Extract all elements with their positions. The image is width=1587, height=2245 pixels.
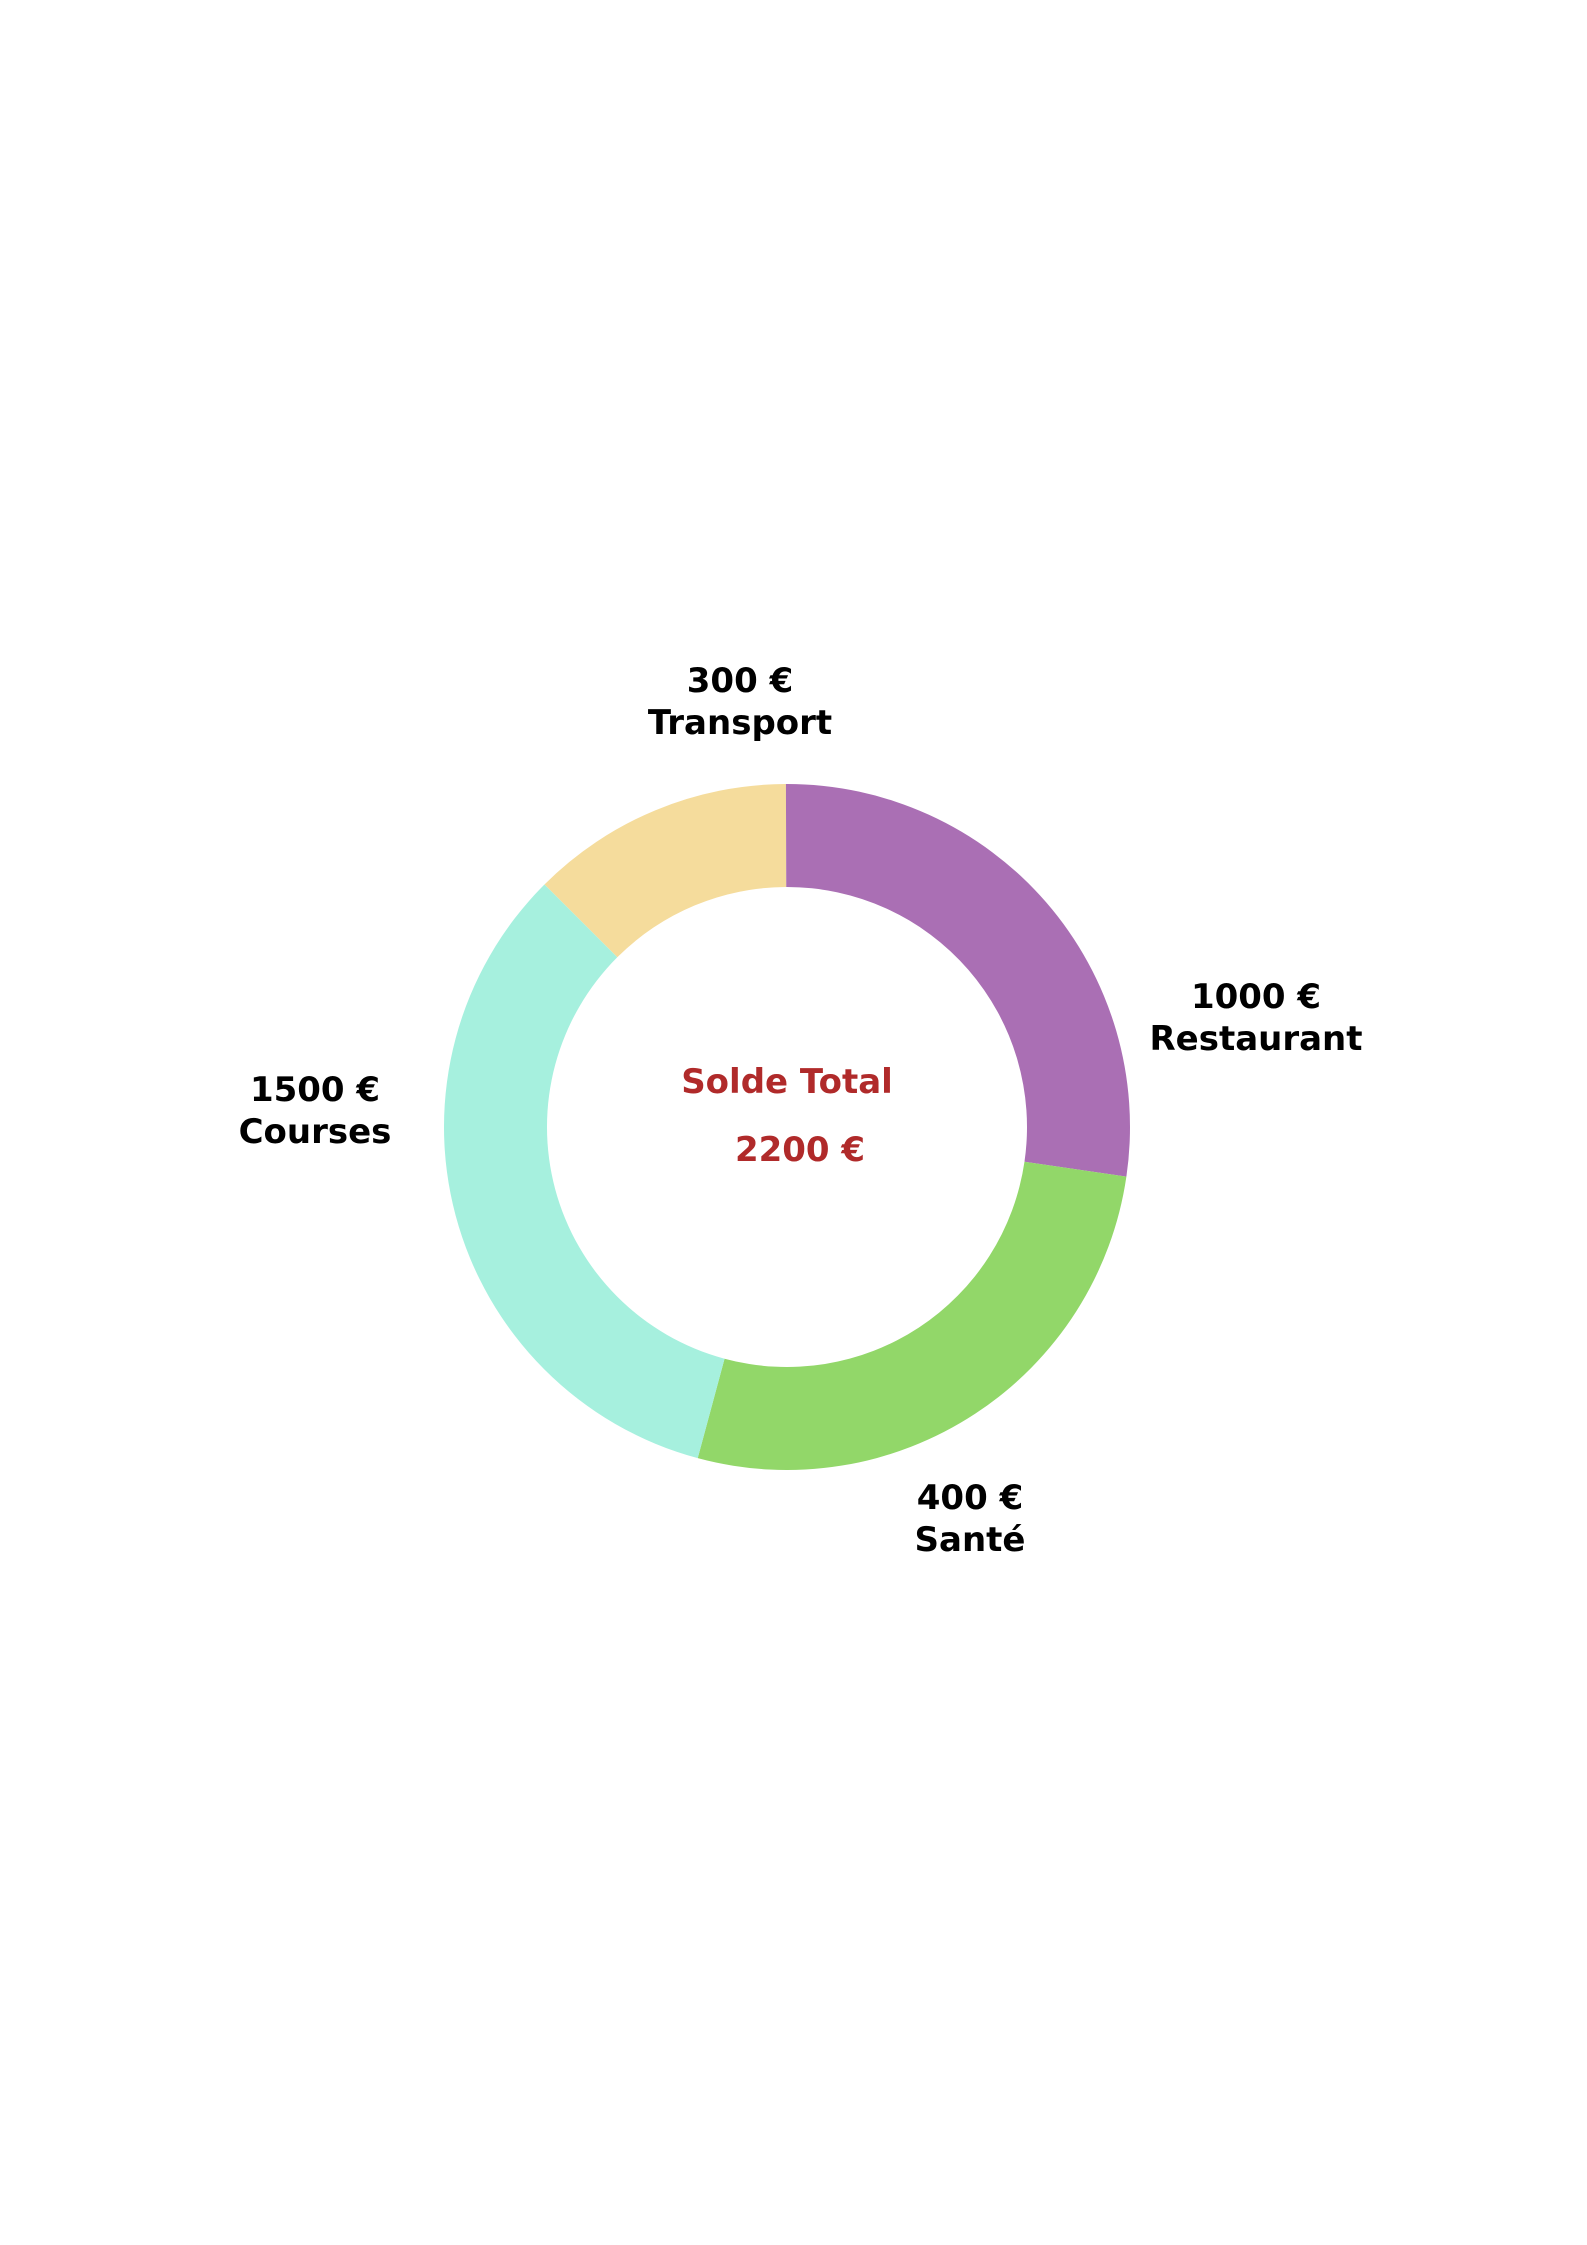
slice-label-transport: 300 € Transport: [648, 661, 832, 743]
slice-value-label: 400 €: [917, 1478, 1023, 1518]
slice-label-courses: 1500 € Courses: [239, 1070, 392, 1152]
donut-slices: [443, 783, 1130, 1470]
slice-category-label: Transport: [648, 703, 832, 743]
slice-value-label: 1000 €: [1191, 977, 1321, 1017]
slice-labels: 300 € Transport 1000 € Restaurant 400 € …: [239, 661, 1363, 1560]
slice-category-label: Santé: [915, 1520, 1026, 1560]
donut-center: Solde Total 2200 €: [681, 1062, 893, 1170]
slice-label-restaurant: 1000 € Restaurant: [1149, 977, 1362, 1059]
slice-category-label: Courses: [239, 1112, 392, 1152]
donut-slice-courses: [443, 884, 725, 1459]
slice-label-sante: 400 € Santé: [915, 1478, 1026, 1560]
donut-slice-sante: [697, 1161, 1127, 1470]
donut-slice-transport: [544, 784, 787, 958]
slice-value-label: 300 €: [687, 661, 793, 701]
center-title: Solde Total: [681, 1062, 893, 1102]
slice-value-label: 1500 €: [250, 1070, 380, 1110]
slice-category-label: Restaurant: [1149, 1019, 1362, 1059]
donut-slice-restaurant: [785, 783, 1130, 1177]
center-value: 2200 €: [735, 1130, 865, 1170]
